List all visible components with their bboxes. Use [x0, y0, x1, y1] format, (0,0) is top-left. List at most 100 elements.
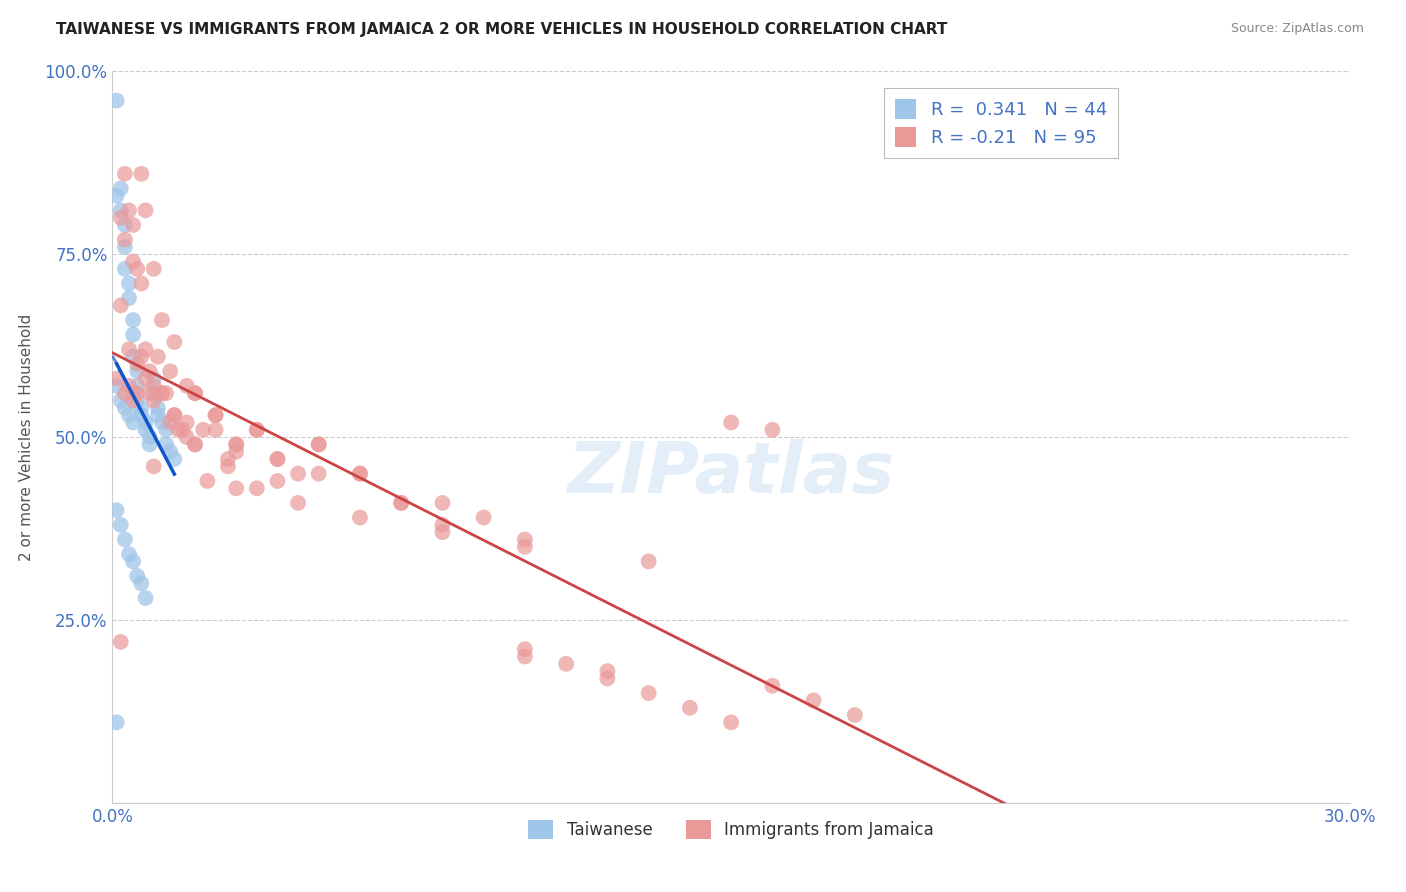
Point: [432, 525, 454, 540]
Point: [134, 371, 156, 385]
Point: [308, 437, 330, 451]
Point: [105, 188, 128, 202]
Point: [146, 401, 169, 415]
Point: [193, 423, 215, 437]
Point: [184, 386, 207, 401]
Point: [105, 715, 128, 730]
Point: [761, 423, 783, 437]
Point: [184, 437, 207, 451]
Point: [114, 233, 136, 247]
Point: [105, 94, 128, 108]
Point: [225, 444, 247, 458]
Point: [118, 379, 141, 393]
Point: [349, 510, 371, 524]
Point: [138, 386, 160, 401]
Point: [637, 686, 659, 700]
Point: [118, 547, 141, 561]
Point: [114, 218, 136, 232]
Point: [131, 350, 153, 364]
Point: [142, 261, 165, 276]
Point: [246, 481, 269, 495]
Point: [114, 401, 136, 415]
Point: [637, 554, 659, 568]
Point: [131, 408, 153, 422]
Point: [225, 437, 247, 451]
Point: [389, 496, 412, 510]
Point: [142, 386, 165, 401]
Point: [127, 393, 149, 408]
Point: [204, 408, 226, 422]
Point: [142, 371, 165, 385]
Point: [105, 379, 128, 393]
Point: [110, 211, 132, 225]
Point: [131, 401, 153, 415]
Point: [131, 576, 153, 591]
Point: [163, 334, 186, 349]
Y-axis label: 2 or more Vehicles in Household: 2 or more Vehicles in Household: [18, 313, 34, 561]
Point: [114, 261, 136, 276]
Point: [138, 430, 160, 444]
Point: [110, 298, 132, 312]
Point: [184, 437, 207, 451]
Point: [110, 393, 132, 408]
Point: [114, 240, 136, 254]
Point: [287, 496, 309, 510]
Point: [308, 437, 330, 451]
Point: [204, 423, 226, 437]
Point: [159, 364, 181, 378]
Point: [142, 379, 165, 393]
Point: [118, 203, 141, 218]
Point: [142, 459, 165, 474]
Point: [122, 393, 145, 408]
Point: [176, 416, 198, 430]
Point: [110, 517, 132, 532]
Point: [146, 408, 169, 422]
Point: [176, 430, 198, 444]
Point: [159, 444, 181, 458]
Point: [134, 416, 156, 430]
Point: [114, 167, 136, 181]
Point: [131, 167, 153, 181]
Point: [513, 649, 536, 664]
Point: [122, 313, 145, 327]
Point: [122, 218, 145, 232]
Point: [679, 700, 702, 714]
Point: [163, 408, 186, 422]
Point: [720, 416, 742, 430]
Point: [720, 715, 742, 730]
Text: TAIWANESE VS IMMIGRANTS FROM JAMAICA 2 OR MORE VEHICLES IN HOUSEHOLD CORRELATION: TAIWANESE VS IMMIGRANTS FROM JAMAICA 2 O…: [56, 22, 948, 37]
Point: [432, 517, 454, 532]
Point: [150, 386, 173, 401]
Point: [118, 291, 141, 305]
Point: [204, 408, 226, 422]
Point: [114, 386, 136, 401]
Point: [513, 642, 536, 657]
Point: [122, 416, 145, 430]
Point: [155, 386, 177, 401]
Point: [389, 496, 412, 510]
Point: [134, 203, 156, 218]
Point: [138, 437, 160, 451]
Point: [127, 364, 149, 378]
Point: [184, 386, 207, 401]
Point: [266, 452, 288, 467]
Point: [118, 343, 141, 357]
Point: [122, 327, 145, 342]
Point: [513, 533, 536, 547]
Point: [127, 357, 149, 371]
Point: [142, 393, 165, 408]
Point: [555, 657, 578, 671]
Point: [308, 467, 330, 481]
Point: [596, 672, 619, 686]
Point: [105, 371, 128, 385]
Point: [134, 423, 156, 437]
Point: [138, 364, 160, 378]
Point: [513, 540, 536, 554]
Point: [131, 277, 153, 291]
Point: [217, 459, 239, 474]
Point: [266, 474, 288, 488]
Point: [122, 554, 145, 568]
Point: [127, 261, 149, 276]
Point: [118, 277, 141, 291]
Text: ZIPatlas: ZIPatlas: [568, 439, 894, 508]
